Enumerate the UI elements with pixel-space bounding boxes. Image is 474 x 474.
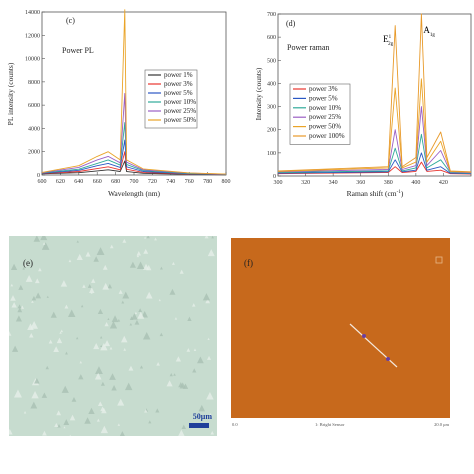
- raman-peak-label: A1g: [423, 25, 435, 38]
- pl-series-line: [41, 122, 227, 175]
- pl-legend-label: power 3%: [164, 80, 193, 88]
- scale-bar-label: 50μm: [192, 412, 212, 421]
- pl-legend-box: [144, 69, 198, 129]
- pl-y-tick-label: 8000: [28, 80, 40, 86]
- afm-panel-label: (f): [244, 258, 253, 268]
- pl-legend-label: power 50%: [164, 116, 196, 124]
- pl-ylabel: PL intensity (counts): [6, 62, 15, 125]
- raman-xlabel-tail: ): [401, 189, 404, 198]
- raman-x-tick-label: 400: [411, 180, 420, 186]
- pl-x-tick-label: 720: [148, 179, 157, 185]
- pl-y-tick-label: 0: [37, 173, 40, 179]
- afm-axis-right: 20.0 μm: [434, 422, 449, 427]
- pl-y-tick-label: 12000: [25, 33, 40, 39]
- afm-profile-line: [349, 256, 443, 368]
- corner-marker: [435, 256, 443, 264]
- pl-x-tick-label: 620: [56, 179, 65, 185]
- raman-y-tick-label: 300: [267, 105, 276, 111]
- raman-series-line: [277, 133, 472, 174]
- pl-x-tick-label: 680: [111, 179, 120, 185]
- raman-y-tick-label: 400: [267, 81, 276, 87]
- raman-xlabel-sup: -1: [397, 190, 402, 195]
- pl-panel-label: (c): [66, 16, 75, 25]
- raman-series-line: [277, 161, 472, 175]
- raman-series-line: [277, 13, 472, 173]
- afm-axis-left: 0.0: [232, 422, 238, 427]
- afm-axis: 0.0 1: Bright Sensor 20.0 μm: [231, 419, 450, 433]
- pl-series-line: [41, 9, 227, 175]
- pl-series-line: [41, 93, 227, 175]
- raman-panel-label: (d): [286, 19, 296, 28]
- raman-ylabel: Intensity (counts): [254, 67, 263, 120]
- raman-series-line: [277, 78, 472, 173]
- raman-x-tick-label: 420: [439, 180, 448, 186]
- raman-y-tick-label: 600: [267, 35, 276, 41]
- pl-x-tick-label: 760: [185, 179, 194, 185]
- profile-marker-end: [386, 357, 390, 361]
- raman-x-tick-label: 380: [384, 180, 393, 186]
- pl-x-tick-label: 640: [74, 179, 83, 185]
- raman-y-tick-label: 100: [267, 151, 276, 157]
- raman-legend-label: power 25%: [309, 113, 341, 121]
- pl-x-tick-label: 660: [93, 179, 102, 185]
- pl-y-tick-label: 6000: [28, 103, 40, 109]
- raman-legend-box: [289, 83, 351, 145]
- raman-legend-label: power 50%: [309, 123, 341, 131]
- raman-y-tick-label: 500: [267, 58, 276, 64]
- raman-legend-label: power 3%: [309, 85, 338, 93]
- afm-axis-center: 1: Bright Sensor: [315, 422, 345, 427]
- pl-legend-label: power 10%: [164, 98, 196, 106]
- raman-xlabel: Raman shift (cm-1): [347, 189, 404, 198]
- raman-series-line: [277, 152, 472, 175]
- raman-x-tick-label: 300: [274, 180, 283, 186]
- pl-y-tick-label: 10000: [25, 57, 40, 63]
- pl-legend-label: power 5%: [164, 89, 193, 97]
- raman-legend-label: power 10%: [309, 104, 341, 112]
- raman-title: Power raman: [287, 43, 329, 52]
- pl-x-tick-label: 700: [130, 179, 139, 185]
- raman-series-line: [277, 106, 472, 174]
- pl-xlabel: Wavelength (nm): [108, 189, 161, 198]
- pl-x-tick-label: 800: [222, 179, 231, 185]
- pl-y-tick-label: 14000: [25, 10, 40, 16]
- raman-x-tick-label: 320: [301, 180, 310, 186]
- pl-plot-frame: [41, 11, 227, 176]
- pl-legend-label: power 1%: [164, 71, 193, 79]
- raman-chart: 300 320 340 360 380 400 420 0 100 200 300 400 500 600…: [254, 12, 472, 198]
- pl-series-line: [41, 151, 227, 175]
- pl-chart: 600 620 640 660 680 700 720 740 760 780 8000200040…: [6, 9, 231, 198]
- pl-y-tick-label: 4000: [28, 126, 40, 132]
- raman-y-tick-label: 0: [273, 174, 276, 180]
- pl-x-tick-label: 740: [166, 179, 175, 185]
- raman-y-tick-label: 200: [267, 128, 276, 134]
- raman-legend: power 3%power 5% power 10%power 25% power …: [289, 83, 351, 145]
- raman-legend-label: power 5%: [309, 94, 338, 102]
- scale-bar: [189, 423, 209, 428]
- pl-legend-label: power 25%: [164, 107, 196, 115]
- profile-marker-start: [362, 334, 366, 338]
- pl-x-tick-label: 600: [38, 179, 47, 185]
- raman-x-tick-label: 360: [356, 180, 365, 186]
- pl-y-tick-label: 2000: [28, 150, 40, 156]
- raman-x-tick-label: 340: [329, 180, 338, 186]
- raman-y-tick-label: 700: [267, 12, 276, 18]
- pl-series-line: [41, 139, 227, 175]
- flake-texture: [9, 236, 215, 436]
- raman-legend-label: power 100%: [309, 132, 345, 140]
- pl-legend: power 1%power 3%power 5%power 10%power 2…: [144, 69, 198, 129]
- afm-image: (f): [231, 238, 450, 418]
- raman-plot-frame: [277, 13, 472, 177]
- pl-title: Power PL: [62, 46, 94, 55]
- raman-peak-label: E1 2g: [383, 34, 394, 47]
- pl-series-line: [41, 160, 227, 176]
- optical-micrograph: (e) 50μm: [9, 236, 217, 436]
- pl-x-tick-label: 780: [203, 179, 212, 185]
- optical-panel-label: (e): [23, 258, 33, 268]
